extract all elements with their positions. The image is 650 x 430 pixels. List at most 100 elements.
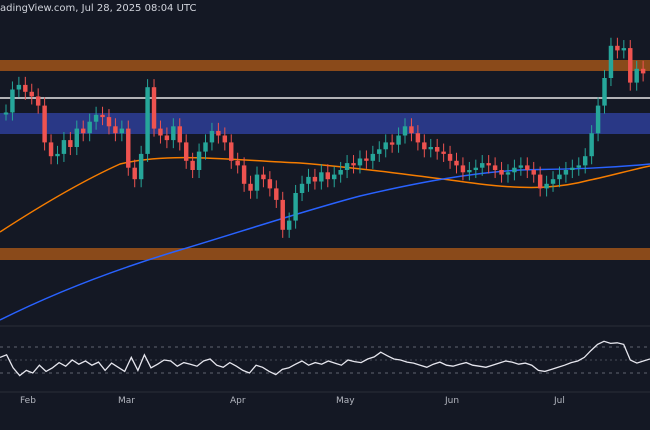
candle-body <box>216 130 221 136</box>
candle-body <box>531 170 536 175</box>
candle-body <box>183 142 189 161</box>
candle-body <box>377 149 382 154</box>
candle-body <box>518 165 524 168</box>
candle-body <box>293 193 298 221</box>
candle-body <box>525 165 530 170</box>
candle-body <box>389 142 395 145</box>
candle-body <box>286 220 292 230</box>
candle-body <box>164 135 170 141</box>
candle-body <box>325 172 330 180</box>
candle-body <box>229 142 234 161</box>
candle-body <box>113 126 118 134</box>
candle-body <box>126 128 131 168</box>
candle-body <box>42 105 47 143</box>
candle-body <box>351 163 356 166</box>
candle-body <box>29 91 34 97</box>
candle-body <box>100 114 105 118</box>
candle-body <box>492 165 498 170</box>
candle-body <box>454 160 459 166</box>
candle-body <box>434 147 440 152</box>
candle-body <box>235 160 240 166</box>
candle-body <box>267 179 273 189</box>
candle-body <box>422 142 427 150</box>
candle-body <box>634 68 639 83</box>
month-label: Jul <box>553 396 565 406</box>
month-label: Apr <box>230 396 246 406</box>
candle-body <box>48 142 54 157</box>
candle-body <box>35 96 41 106</box>
candle-body <box>3 112 9 115</box>
candle-body <box>177 126 182 143</box>
candle-body <box>261 174 266 180</box>
candle-body <box>55 153 60 157</box>
candle-body <box>486 163 491 166</box>
candle-body <box>544 183 549 189</box>
candle-body <box>171 126 176 141</box>
candle-body <box>23 84 28 92</box>
main-price-pane <box>0 37 650 321</box>
candle-body <box>138 153 144 180</box>
candle-body <box>570 167 575 170</box>
candle-body <box>190 160 195 170</box>
candle-body <box>563 170 569 175</box>
month-label: May <box>336 396 355 406</box>
candle-body <box>145 87 150 154</box>
candle-body <box>87 121 92 134</box>
candle-body <box>441 151 446 154</box>
candle-body <box>370 153 376 161</box>
candle-body <box>10 89 15 113</box>
candle-body <box>608 45 614 78</box>
candle-body <box>338 170 343 175</box>
candle-body <box>74 128 80 147</box>
rsi-pane <box>0 340 650 377</box>
candle-body <box>203 142 208 152</box>
candle-body <box>640 68 646 74</box>
candle-body <box>16 84 22 90</box>
candle-body <box>505 172 511 175</box>
month-label: Jun <box>444 396 459 406</box>
candle-body <box>628 48 633 83</box>
candle-body <box>512 167 517 173</box>
candle-body <box>93 114 99 122</box>
candle-body <box>312 176 318 182</box>
candle-body <box>119 128 125 134</box>
candle-body <box>158 128 163 136</box>
candle-body <box>319 172 324 182</box>
candle-body <box>196 151 202 170</box>
candle-body <box>151 87 157 129</box>
candle-body <box>537 174 543 189</box>
candle-body <box>280 199 285 230</box>
candle-body <box>415 133 421 143</box>
candle-body <box>595 105 601 134</box>
candle-body <box>473 167 479 170</box>
candle-body <box>576 165 581 168</box>
candle-body <box>602 78 607 106</box>
candle-body <box>428 147 433 150</box>
candle-body <box>582 156 588 166</box>
rsi-line <box>0 340 650 377</box>
candle-body <box>132 167 137 180</box>
candle-body <box>344 163 350 170</box>
candle-body <box>402 126 408 136</box>
candle-body <box>106 117 112 127</box>
candle-body <box>621 48 627 51</box>
candle-body <box>589 133 594 157</box>
candle-body <box>241 165 247 184</box>
chart-source-text: adingView.com, Jul 28, 2025 08:04 UTC <box>0 3 197 14</box>
candle-body <box>409 126 414 134</box>
candle-body <box>460 165 466 173</box>
month-label: Feb <box>20 396 36 406</box>
month-label: Mar <box>118 396 135 406</box>
candle-body <box>61 140 67 154</box>
candle-body <box>68 140 73 147</box>
candle-body <box>480 163 485 168</box>
candle-body <box>357 158 363 166</box>
candle-body <box>499 170 504 175</box>
candle-body <box>222 135 228 143</box>
candle-body <box>447 153 453 161</box>
moving-average-blue <box>0 163 650 321</box>
candle-body <box>274 188 279 200</box>
